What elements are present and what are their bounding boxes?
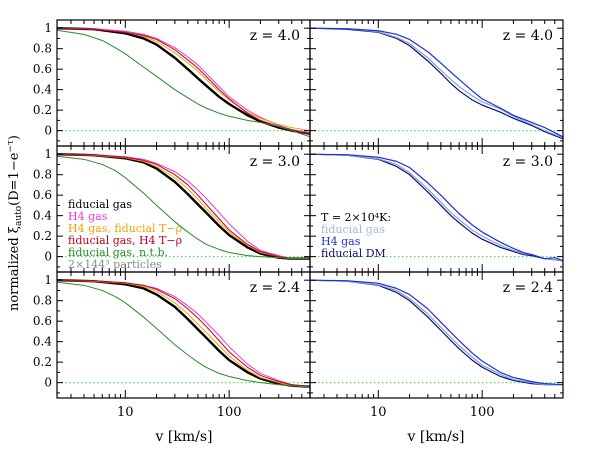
panel-title-p-right-z40: z = 4.0 [503,28,553,44]
panel-p-left-z30: 0 0.2 0.4 0.6 0.8 1 z = 3.0 [33,145,311,273]
panel-p-right-z30: z = 3.0 [309,145,564,273]
panel-title-p-left-z40: z = 4.0 [250,28,300,44]
y-axis-label-sub: auto [14,206,24,226]
y-tick-label-p-left-z24: 0.8 [33,294,52,308]
panel-p-right-z24: 10 100 z = 2.4 [309,271,564,420]
series-line-p-right-z24-0 [310,279,563,386]
legend-left-item-2: H4 gas, fiducial T−ρ [68,222,182,235]
series-line-p-right-z40-1 [310,27,563,139]
y-axis-label-tail: (D=1−e [7,152,22,206]
y-axis-label-sup: −τ [6,140,16,153]
y-tick-label-p-left-z24: 0.6 [33,314,52,328]
y-tick-label-p-left-z30: 0.6 [33,188,52,202]
series-line-p-right-z24-2 [310,279,563,386]
y-tick-label-p-left-z24: 0.4 [33,335,52,349]
y-tick-label-p-left-z30: 0 [44,250,52,264]
panel-title-p-left-z30: z = 3.0 [250,154,300,170]
series-line-p-left-z40-4 [57,29,310,138]
y-tick-label-p-left-z30: 0.8 [33,168,52,182]
x-tick-label-p-right-z24: 10 [370,405,387,420]
y-tick-label-p-left-z40: 0.2 [33,103,52,117]
series-line-p-left-z24-3 [57,279,310,388]
series-line-p-right-z40-0 [310,27,563,140]
series-line-p-left-z24-2 [57,279,310,388]
legend-left-item-3: fiducial gas, H4 T−ρ [68,234,182,247]
y-tick-label-p-left-z30: 1 [44,147,52,161]
series-line-p-left-z30-4 [57,155,310,260]
x-axis-label-left: v [km/s] [155,429,213,445]
x-tick-label-p-left-z24: 10 [117,405,134,420]
legend-right-item-2: fiducial DM [321,247,386,260]
x-axis-label-right: v [km/s] [407,429,465,445]
series-line-p-right-z24-1 [310,279,563,386]
panel-title-p-right-z24: z = 2.4 [503,280,553,296]
x-tick-label-p-right-z24: 100 [470,405,495,420]
series-line-p-right-z30-1 [310,153,563,262]
y-tick-label-p-left-z40: 0.8 [33,42,52,56]
y-tick-label-p-left-z24: 1 [44,273,52,287]
y-axis-label: normalized ξauto(D=1−e−τ) [6,135,24,311]
panel-p-left-z24: 0 0.2 0.4 0.6 0.8 1 10 100 z = 2.4 [33,271,311,420]
y-tick-label-p-left-z40: 1 [44,21,52,35]
y-tick-label-p-left-z24: 0.2 [33,355,52,369]
y-tick-label-p-left-z40: 0 [44,124,52,138]
y-axis-label-main: normalized ξ [7,226,22,311]
legend-left-item-0: fiducial gas [68,198,132,211]
panel-frame-p-right-z24 [309,271,564,399]
legend-right: T = 2×10⁴K: fiducial gas H4 gas fiducial… [321,211,391,260]
series-line-p-right-z30-0 [310,153,563,262]
legend-right-title: T = 2×10⁴K: [321,211,391,224]
y-tick-label-p-left-z40: 0.4 [33,83,52,97]
legend-left-item-1: H4 gas [68,210,108,223]
series-line-p-left-z30-1 [57,153,310,260]
series-line-p-right-z30-2 [310,153,563,262]
series-line-p-left-z40-2 [57,27,310,132]
panel-title-p-right-z30: z = 3.0 [503,154,553,170]
panel-p-right-z40: z = 4.0 [309,19,564,147]
panels-layer: 0 0.2 0.4 0.6 0.8 1 z = 4.0 z = 4.0 0 0.2 0.4 0.6 0.… [33,19,564,420]
y-tick-label-p-left-z30: 0.4 [33,209,52,223]
legend-left-item-4: fiducial gas, n.t.b. [68,246,168,259]
legend-right-item-0: fiducial gas [321,223,385,236]
series-line-p-left-z24-0 [57,279,310,388]
y-tick-label-p-left-z30: 0.2 [33,229,52,243]
series-line-p-left-z24-1 [57,279,310,388]
panel-title-p-left-z24: z = 2.4 [250,280,300,296]
series-line-p-left-z30-3 [57,153,310,260]
legend-right-item-1: H4 gas [321,235,361,248]
x-tick-label-p-left-z24: 100 [217,405,242,420]
panel-p-left-z40: 0 0.2 0.4 0.6 0.8 1 z = 4.0 [33,19,311,147]
y-tick-label-p-left-z24: 0 [44,376,52,390]
series-line-p-left-z40-0 [57,27,310,135]
legend-left: fiducial gas H4 gas H4 gas, fiducial T−ρ… [68,198,182,271]
series-line-p-left-z24-4 [57,281,310,388]
series-line-p-left-z40-3 [57,27,310,136]
series-line-p-right-z40-2 [310,27,563,138]
series-line-p-left-z30-0 [57,153,310,260]
y-axis-label-end: ) [7,135,22,140]
legend-left-item-5: 2×144³ particles [68,258,162,271]
y-tick-label-p-left-z40: 0.6 [33,62,52,76]
